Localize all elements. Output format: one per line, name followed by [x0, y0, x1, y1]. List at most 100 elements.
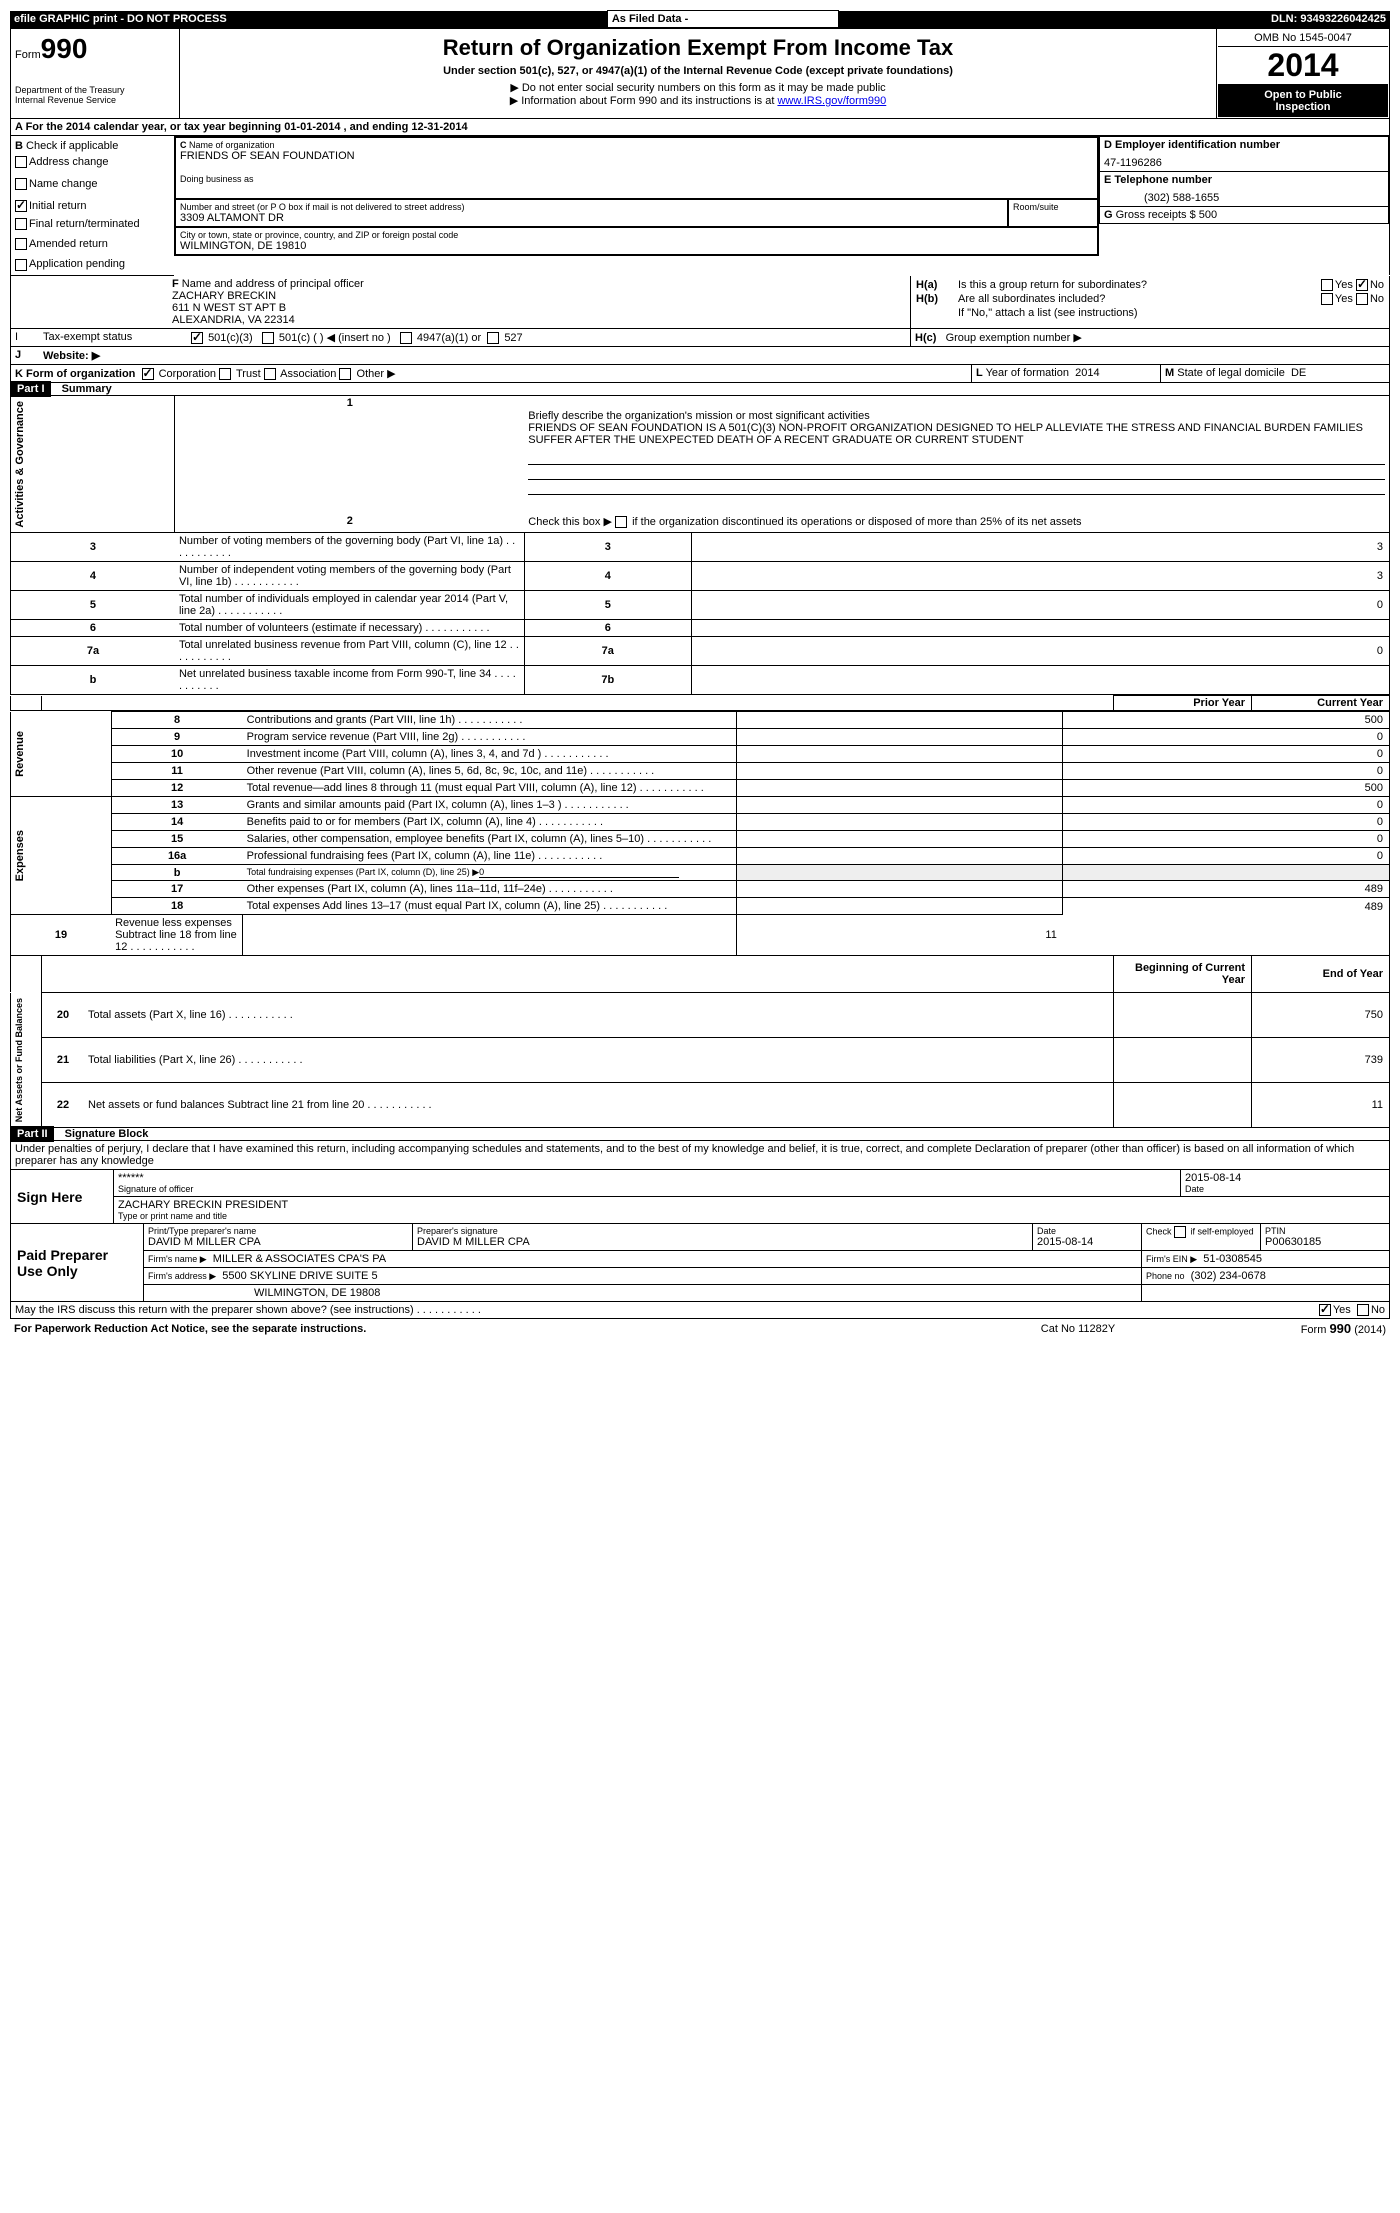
lbl-501c3: 501(c)(3): [208, 332, 253, 344]
f-text: Name and address of principal officer: [182, 278, 364, 290]
l-text: Year of formation: [986, 367, 1069, 379]
irs-link[interactable]: www.IRS.gov/form990: [777, 95, 886, 107]
form-title: Return of Organization Exempt From Incom…: [186, 35, 1210, 61]
officer-block: F Name and address of principal officer …: [10, 276, 1390, 329]
firm-phone-label: Phone no: [1146, 1271, 1185, 1281]
current-year-label: Current Year: [1252, 696, 1390, 711]
discuss-yes-cb[interactable]: [1319, 1304, 1331, 1316]
firm-ein: 51-0308545: [1203, 1253, 1262, 1265]
money-header: Prior Year Current Year: [10, 695, 1390, 711]
room-label: Room/suite: [1008, 199, 1098, 227]
gross-receipts: 500: [1199, 209, 1217, 221]
lbl-assoc: Association: [280, 368, 336, 380]
cb-initial[interactable]: [15, 200, 27, 212]
table-row: 6 Total number of volunteers (estimate i…: [11, 620, 1390, 637]
lbl-501c: 501(c) ( ) ◀ (insert no ): [279, 332, 391, 344]
cb-other[interactable]: [339, 368, 351, 380]
end-year-label: End of Year: [1252, 956, 1390, 993]
ptin: P00630185: [1265, 1236, 1385, 1248]
discuss-no: No: [1371, 1304, 1385, 1316]
top-bar-left: efile GRAPHIC print - DO NOT PROCESS: [10, 11, 607, 28]
ha-text: Is this a group return for subordinates?: [957, 278, 1263, 292]
cb-final[interactable]: [15, 218, 27, 230]
part1-governance: Activities & Governance 1 Briefly descri…: [10, 395, 1390, 696]
f-label: F: [172, 278, 179, 290]
hb-no: No: [1370, 293, 1384, 305]
cb-501c[interactable]: [262, 332, 274, 344]
table-row: 22 Net assets or fund balances Subtract …: [11, 1083, 1390, 1128]
discuss-row: May the IRS discuss this return with the…: [10, 1302, 1390, 1319]
e-label: E Telephone number: [1104, 174, 1384, 186]
ptin-label: PTIN: [1265, 1226, 1385, 1236]
cb-name-label: Name change: [29, 178, 98, 190]
cb-address[interactable]: [15, 156, 27, 168]
table-row: 5 Total number of individuals employed i…: [11, 591, 1390, 620]
firm-city: WILMINGTON, DE 19808: [144, 1285, 1142, 1302]
form-label: Form: [15, 49, 41, 61]
form-subtitle: Under section 501(c), 527, or 4947(a)(1)…: [186, 65, 1210, 77]
lbl-4947: 4947(a)(1) or: [417, 332, 481, 344]
lbl-other: Other ▶: [357, 368, 396, 380]
table-row: 9 Program service revenue (Part VIII, li…: [11, 729, 1390, 746]
table-row: 15 Salaries, other compensation, employe…: [11, 831, 1390, 848]
addr-label: Number and street (or P O box if mail is…: [180, 202, 464, 212]
table-row: 12 Total revenue—add lines 8 through 11 …: [11, 780, 1390, 797]
firm-name: MILLER & ASSOCIATES CPA'S PA: [213, 1253, 386, 1265]
cb-corp[interactable]: [142, 368, 154, 380]
table-row: b Total fundraising expenses (Part IX, c…: [11, 865, 1390, 881]
table-row: Revenue 8 Contributions and grants (Part…: [11, 712, 1390, 729]
hb-no-cb[interactable]: [1356, 293, 1368, 305]
cb-trust[interactable]: [219, 368, 231, 380]
l-val: 2014: [1075, 367, 1099, 379]
klm-row: K Form of organization Corporation Trust…: [10, 365, 1390, 383]
ha-yes-cb[interactable]: [1321, 279, 1333, 291]
form-number: 990: [41, 33, 88, 64]
omb-number: OMB No 1545-0047: [1218, 30, 1388, 47]
part1-net: Net Assets or Fund Balances 20 Total ass…: [10, 992, 1390, 1128]
table-row: 16a Professional fundraising fees (Part …: [11, 848, 1390, 865]
prep-sig: DAVID M MILLER CPA: [417, 1236, 1028, 1248]
top-bar-right: DLN: 93493226042425: [838, 11, 1390, 28]
ha-label: H(a): [915, 278, 957, 292]
sig-label: Signature of officer: [118, 1184, 1176, 1194]
check-if-text: if self-employed: [1191, 1226, 1254, 1236]
org-city: WILMINGTON, DE 19810: [180, 240, 1093, 252]
cb-final-label: Final return/terminated: [29, 218, 140, 230]
cb-527[interactable]: [487, 332, 499, 344]
cb-assoc[interactable]: [264, 368, 276, 380]
j-text: Website: ▶: [39, 347, 917, 365]
table-row: 11 Other revenue (Part VIII, column (A),…: [11, 763, 1390, 780]
g-label: G: [1104, 209, 1113, 221]
firm-name-label: Firm's name ▶: [148, 1254, 207, 1264]
cb-app-label: Application pending: [29, 258, 125, 270]
m-label: M: [1165, 367, 1174, 379]
discuss-no-cb[interactable]: [1357, 1304, 1369, 1316]
cb-501c3[interactable]: [191, 332, 203, 344]
cb-address-label: Address change: [29, 156, 109, 168]
ha-no-cb[interactable]: [1356, 279, 1368, 291]
paid-label: Paid Preparer Use Only: [11, 1224, 144, 1302]
m-text: State of legal domicile: [1177, 367, 1285, 379]
cb-app[interactable]: [15, 259, 27, 271]
hc-label: H(c): [915, 332, 936, 344]
prep-date: 2015-08-14: [1037, 1236, 1137, 1248]
lbl-corp: Corporation: [159, 368, 216, 380]
line1-val: FRIENDS OF SEAN FOUNDATION IS A 501(C)(3…: [528, 422, 1385, 446]
part1-header-row: Part I Summary: [10, 383, 1390, 395]
cb-amended[interactable]: [15, 238, 27, 250]
cb-discontinued[interactable]: [615, 516, 627, 528]
lbl-trust: Trust: [236, 368, 261, 380]
cb-self-employed[interactable]: [1174, 1226, 1186, 1238]
g-text: Gross receipts $: [1116, 209, 1196, 221]
form-note2: ▶ Information about Form 990 and its ins…: [186, 94, 1210, 107]
part2-header: Part II: [11, 1126, 54, 1142]
sign-here-label: Sign Here: [11, 1170, 114, 1224]
dln-value: 93493226042425: [1300, 13, 1386, 25]
net-header: Beginning of Current Year End of Year: [10, 955, 1390, 992]
officer-name: ZACHARY BRECKIN: [172, 290, 906, 302]
cb-4947[interactable]: [400, 332, 412, 344]
table-row: 3 Number of voting members of the govern…: [11, 533, 1390, 562]
hb-yes-cb[interactable]: [1321, 293, 1333, 305]
dept-treasury: Department of the Treasury: [15, 85, 175, 95]
cb-name[interactable]: [15, 178, 27, 190]
